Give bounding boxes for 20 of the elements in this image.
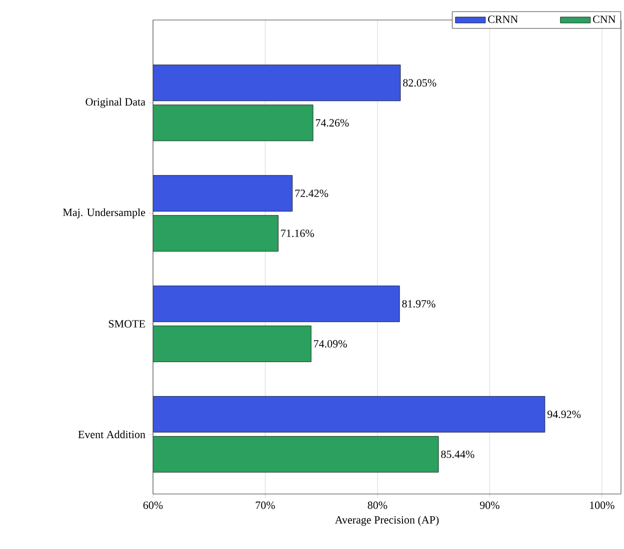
x-tick-label: 100% — [590, 502, 614, 509]
x-tick-label: 60% — [143, 502, 163, 509]
x-tick-label: 70% — [256, 502, 275, 509]
y-tick-label: Event Addition — [78, 430, 146, 438]
data-label: 74.09% — [314, 340, 347, 348]
data-label: 74.26% — [316, 119, 349, 127]
y-tick-label: Maj. Undersample — [63, 208, 146, 218]
y-tick-label: Original Data — [86, 98, 146, 108]
data-label: 94.92% — [547, 410, 581, 418]
x-axis-title: Average Precision (AP) — [334, 516, 439, 526]
legend-label: CNN — [593, 16, 616, 24]
data-label: 72.42% — [295, 190, 328, 198]
x-tick-label: 80% — [368, 502, 388, 509]
y-tick-label: SMOTE — [108, 320, 145, 328]
legend-label: CRNN — [488, 16, 518, 24]
data-label: 82.05% — [403, 79, 436, 87]
data-label: 71.16% — [281, 230, 314, 238]
data-label: 85.44% — [441, 450, 474, 458]
x-tick-label: 90% — [480, 502, 500, 509]
data-label: 81.97% — [402, 300, 436, 308]
